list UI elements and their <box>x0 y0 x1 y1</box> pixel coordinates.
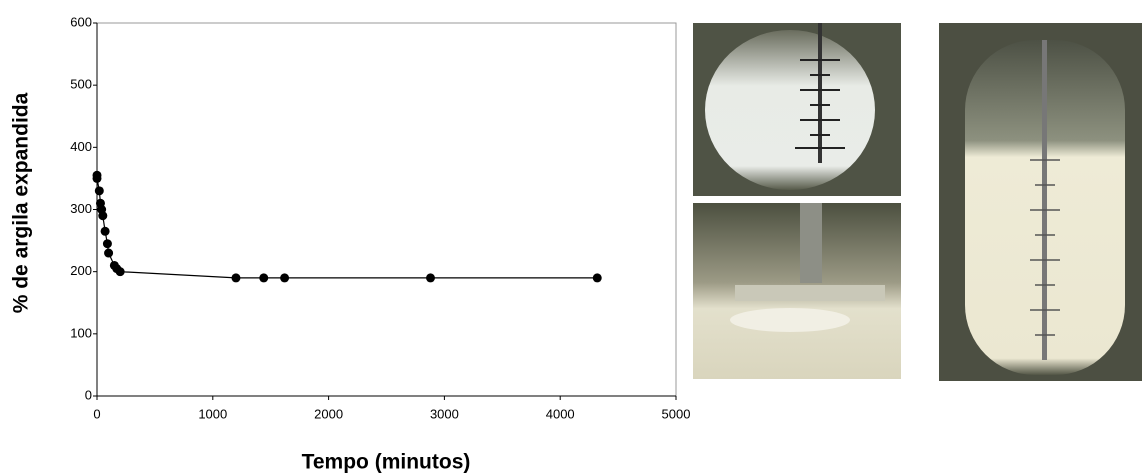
plot-frame <box>96 22 677 397</box>
x-tick-label: 4000 <box>546 406 575 421</box>
x-tick-label: 3000 <box>430 406 459 421</box>
y-tick-label: 0 <box>85 387 92 402</box>
x-axis-title: Tempo (minutos) <box>302 451 471 474</box>
photo <box>693 203 901 379</box>
data-point <box>92 173 102 183</box>
y-tick-label: 500 <box>70 77 92 92</box>
data-point <box>280 273 290 283</box>
data-point <box>592 273 602 283</box>
x-tick-label: 5000 <box>662 406 691 421</box>
y-tick-label: 400 <box>70 139 92 154</box>
data-point <box>115 267 125 277</box>
data-point <box>426 273 436 283</box>
data-point <box>231 273 241 283</box>
y-tick-label: 200 <box>70 263 92 278</box>
x-tick-label: 1000 <box>198 406 227 421</box>
data-line <box>96 175 598 279</box>
y-tick-label: 300 <box>70 201 92 216</box>
data-point <box>100 226 110 236</box>
data-point <box>102 239 112 249</box>
y-axis-title: % de argila expandida <box>10 92 33 313</box>
data-point <box>98 211 108 221</box>
data-point <box>259 273 269 283</box>
photo <box>693 23 901 196</box>
data-point <box>104 248 114 258</box>
y-tick-label: 600 <box>70 14 92 29</box>
data-point <box>94 186 104 196</box>
photo <box>939 23 1142 381</box>
x-tick-label: 0 <box>93 406 100 421</box>
y-tick-label: 100 <box>70 325 92 340</box>
x-tick-label: 2000 <box>314 406 343 421</box>
